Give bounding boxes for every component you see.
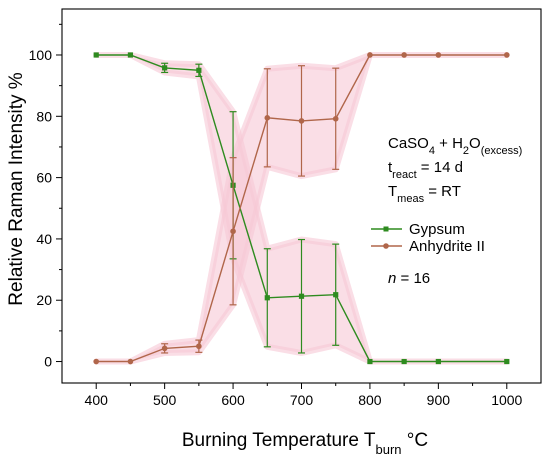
legend-swatch-marker-gypsum: [383, 226, 389, 232]
x-tick-label-900: 900: [427, 392, 451, 408]
data-point-gypsum: [196, 67, 202, 73]
legend: Gypsum Anhydrite II: [371, 221, 485, 255]
data-point-anhydrite-ii: [93, 358, 100, 365]
data-point-anhydrite-ii: [264, 115, 271, 121]
x-tick-label-500: 500: [153, 392, 177, 408]
annotation-n: n = 16: [388, 270, 430, 287]
data-point-gypsum: [435, 358, 441, 365]
data-point-gypsum: [264, 295, 270, 301]
data-point-anhydrite-ii: [435, 52, 442, 58]
axes: 400 500 600 700 800 900 1000 0 20 40 60 80 100: [29, 8, 542, 408]
y-axis-title: Relative Raman Intensity %: [6, 72, 27, 305]
data-point-anhydrite-ii: [503, 52, 510, 58]
data-point-anhydrite-ii: [161, 345, 168, 352]
x-tick-label-600: 600: [221, 392, 245, 408]
legend-label-gypsum: Gypsum: [409, 221, 465, 238]
y-tick-label-60: 60: [36, 170, 52, 186]
y-tick-label-100: 100: [29, 47, 53, 63]
series-line-anhydrite-ii: [96, 54, 507, 363]
x-axis-title-main: Burning Temperature T: [182, 430, 376, 451]
series-layer: [93, 52, 510, 365]
data-point-anhydrite-ii: [298, 118, 305, 124]
y-tick-label-20: 20: [36, 292, 52, 308]
data-point-gypsum: [298, 293, 305, 299]
data-point-gypsum: [367, 358, 373, 365]
data-point-gypsum: [401, 358, 407, 365]
annotation-treact: treact = 14 d: [388, 159, 463, 181]
x-tick-label-400: 400: [85, 392, 109, 408]
x-axis-title-sub: burn: [376, 442, 402, 457]
annotation-formula: CaSO4 + H2O(excess): [388, 135, 522, 157]
data-point-anhydrite-ii: [230, 228, 236, 235]
data-point-anhydrite-ii: [367, 52, 373, 58]
data-point-gypsum: [333, 292, 339, 298]
data-point-gypsum: [93, 52, 99, 58]
x-axis-title: Burning Temperature Tburn °C: [182, 430, 428, 457]
data-point-gypsum: [127, 52, 134, 58]
data-point-anhydrite-ii: [127, 358, 134, 365]
y-tick-label-40: 40: [36, 231, 52, 247]
legend-item-gypsum: Gypsum: [371, 221, 465, 238]
data-point-gypsum: [162, 65, 168, 71]
data-point-anhydrite-ii: [196, 343, 202, 350]
x-axis-title-unit: °C: [402, 430, 429, 451]
legend-item-anhydrite: Anhydrite II: [371, 238, 485, 255]
x-tick-label-800: 800: [358, 392, 382, 408]
x-tick-label-1000: 1000: [491, 392, 522, 408]
y-tick-label-80: 80: [36, 108, 52, 124]
series-line-gypsum: [96, 54, 507, 363]
legend-label-anhydrite: Anhydrite II: [409, 238, 485, 255]
data-point-gypsum: [504, 358, 510, 365]
data-point-anhydrite-ii: [332, 115, 339, 122]
data-point-anhydrite-ii: [401, 52, 407, 58]
series-anhydrite-ii: [93, 52, 510, 365]
legend-swatch-marker-anhydrite: [383, 243, 389, 249]
x-tick-label-700: 700: [290, 392, 314, 408]
annotation-tmeas: Tmeas = RT: [388, 183, 461, 205]
y-tick-label-0: 0: [44, 354, 52, 370]
